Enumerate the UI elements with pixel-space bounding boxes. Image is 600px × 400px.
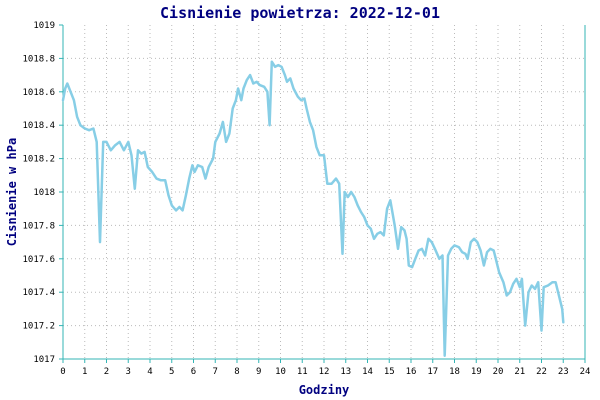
y-tick-label: 1019	[33, 21, 55, 31]
x-tick-label: 7	[213, 367, 218, 377]
y-tick-label: 1017.8	[22, 221, 55, 231]
y-tick-label: 1017	[33, 355, 55, 365]
x-tick-label: 9	[256, 367, 261, 377]
x-tick-label: 23	[558, 367, 569, 377]
y-tick-label: 1018.4	[22, 121, 55, 131]
x-tick-label: 8	[234, 367, 239, 377]
y-tick-label: 1018	[33, 188, 55, 198]
y-tick-label: 1017.4	[22, 288, 55, 298]
x-tick-label: 12	[319, 367, 330, 377]
chart-title: Cisnienie powietrza: 2022-12-01	[160, 4, 440, 22]
y-tick-label: 1018.6	[22, 88, 55, 98]
x-axis-label: Godziny	[299, 383, 350, 397]
x-tick-label: 6	[191, 367, 196, 377]
x-tick-label: 15	[384, 367, 395, 377]
x-tick-label: 24	[580, 367, 591, 377]
x-tick-label: 10	[275, 367, 286, 377]
grid	[63, 25, 585, 359]
x-tick-label: 1	[82, 367, 87, 377]
x-tick-label: 13	[340, 367, 351, 377]
x-tick-label: 0	[60, 367, 65, 377]
ticks: 0 1 2 3 4 5 6 7 8 9 10 11 12 13 14 15 16 17 18 19 20 21 22 23 24…	[22, 21, 590, 377]
y-tick-label: 1017.6	[22, 255, 55, 265]
x-tick-label: 14	[362, 367, 373, 377]
x-tick-label: 16	[406, 367, 417, 377]
x-tick-label: 22	[536, 367, 547, 377]
y-tick-label: 1018.2	[22, 155, 55, 165]
x-tick-label: 19	[471, 367, 482, 377]
x-tick-label: 20	[493, 367, 504, 377]
series-line	[61, 60, 565, 357]
x-tick-label: 5	[169, 367, 174, 377]
y-axis-label: Cisnienie w hPa	[5, 138, 19, 246]
x-tick-label: 18	[449, 367, 460, 377]
series	[61, 60, 565, 357]
x-tick-label: 21	[514, 367, 525, 377]
x-tick-label: 2	[104, 367, 109, 377]
y-tick-label: 1018.8	[22, 54, 55, 64]
x-tick-label: 4	[147, 367, 152, 377]
x-tick-label: 17	[427, 367, 438, 377]
y-tick-label: 1017.2	[22, 322, 55, 332]
x-tick-label: 3	[126, 367, 131, 377]
x-tick-label: 11	[297, 367, 308, 377]
